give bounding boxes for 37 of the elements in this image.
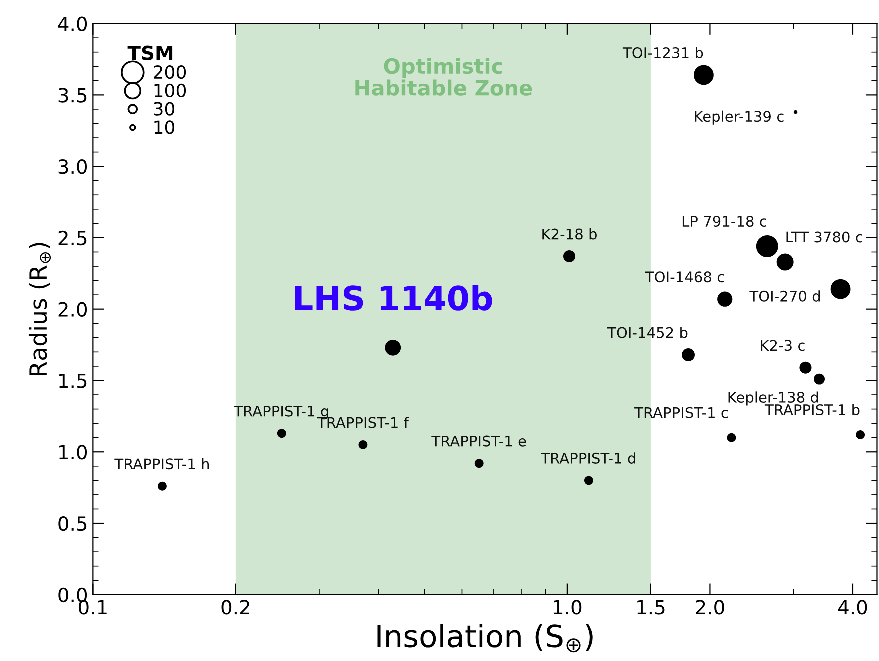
annotation: LTT 3780 c (786, 232, 862, 243)
legend-title: TSM (128, 46, 173, 61)
annotation: K2-3 c (761, 340, 805, 352)
x-tick-label: 2.0 (696, 600, 724, 615)
y-tick-label: 1.0 (60, 445, 88, 460)
annotation: TOI-270 d (750, 290, 820, 302)
legend-label: 10 (154, 120, 175, 134)
annotation: TRAPPIST-1 d (541, 452, 636, 464)
y-tick-label: 2.0 (58, 302, 88, 318)
annotation: K2-18 b (542, 228, 597, 240)
y-tick-label: 2.5 (58, 230, 87, 246)
legend-label: 100 (154, 84, 186, 98)
annotation: TRAPPIST-1 c (634, 407, 728, 418)
annotation: TRAPPIST-1 h (114, 458, 210, 470)
legend-label: 200 (154, 66, 186, 80)
annotation: Kepler-139 c (695, 110, 784, 125)
annotation: Kepler-138 d (728, 392, 818, 406)
y-tick-label: 3.5 (58, 88, 87, 103)
annotation: TOI-1231 b (622, 47, 704, 58)
y-tick-label: 1.5 (60, 374, 87, 388)
annotation: LP 791-18 c (682, 216, 766, 228)
x-tick-label: 1.0 (554, 600, 582, 615)
x-tick-label: 1.5 (638, 600, 665, 615)
legend-label: 30 (154, 102, 175, 116)
annotation: TOI-1452 b (608, 327, 688, 338)
y-tick-label: 3.0 (58, 160, 88, 174)
annotation: TOI-1468 c (645, 272, 724, 283)
y-tick-label: 4.0 (58, 16, 88, 32)
y-tick-label: 0.5 (58, 516, 87, 532)
x-axis-title: Insolation (S$_{⊕}$) (378, 624, 593, 653)
y-axis-title: Radius (R$_{⊕}$) (28, 243, 52, 376)
band-label: Optimistic Habitable Zone (356, 58, 532, 96)
annotation: TRAPPIST-1 b (764, 404, 860, 416)
annotation: TRAPPIST-1 e (432, 436, 526, 447)
x-tick-label: 4.0 (838, 600, 868, 615)
annotation: LHS 1140b (296, 285, 492, 311)
x-tick-label: 0.2 (222, 600, 250, 615)
